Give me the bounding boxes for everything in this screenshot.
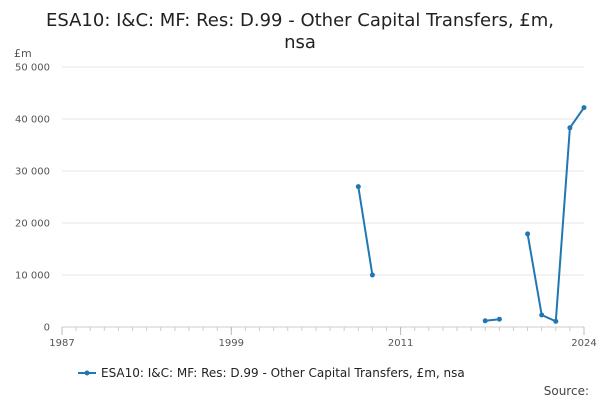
- y-axis-unit-label: £m: [14, 47, 32, 60]
- series-line-segment: [357, 185, 374, 276]
- y-tick-label: 10 000: [15, 271, 50, 282]
- data-point[interactable]: [539, 312, 545, 318]
- source-label: Source:: [544, 384, 589, 398]
- y-tick-label: 40 000: [15, 115, 50, 126]
- chart-title-line-2: nsa: [284, 32, 316, 53]
- x-tick-label: 2011: [388, 338, 413, 349]
- chart-title-line-1: ESA10: I&C: MF: Res: D.99 - Other Capita…: [46, 10, 554, 31]
- data-point[interactable]: [525, 231, 531, 237]
- x-tick-label: 1987: [49, 338, 74, 349]
- y-tick-label: 50 000: [15, 63, 50, 74]
- series-layer: [355, 105, 587, 324]
- y-tick-label: 20 000: [15, 219, 50, 230]
- data-point[interactable]: [581, 105, 587, 111]
- data-point[interactable]: [553, 318, 559, 324]
- y-tick-label: 30 000: [15, 167, 50, 178]
- series-line-segment: [526, 106, 585, 323]
- x-tick-label: 1999: [219, 338, 244, 349]
- x-axis-ticks: 1987 1999 2011 2024: [49, 326, 597, 349]
- x-tick-label: 2024: [571, 338, 596, 349]
- data-point[interactable]: [567, 125, 573, 131]
- legend-label: ESA10: I&C: MF: Res: D.99 - Other Capita…: [101, 366, 465, 380]
- y-axis-ticks: 0 10 000 20 000 30 000 40 000 50 000: [15, 63, 50, 334]
- grid-lines: [62, 66, 584, 328]
- data-point[interactable]: [482, 318, 488, 324]
- data-point[interactable]: [496, 316, 502, 322]
- data-point[interactable]: [355, 184, 361, 190]
- y-tick-label: 0: [44, 323, 50, 334]
- legend-point-marker: [84, 370, 90, 376]
- legend: ESA10: I&C: MF: Res: D.99 - Other Capita…: [78, 366, 465, 380]
- data-point[interactable]: [369, 272, 375, 278]
